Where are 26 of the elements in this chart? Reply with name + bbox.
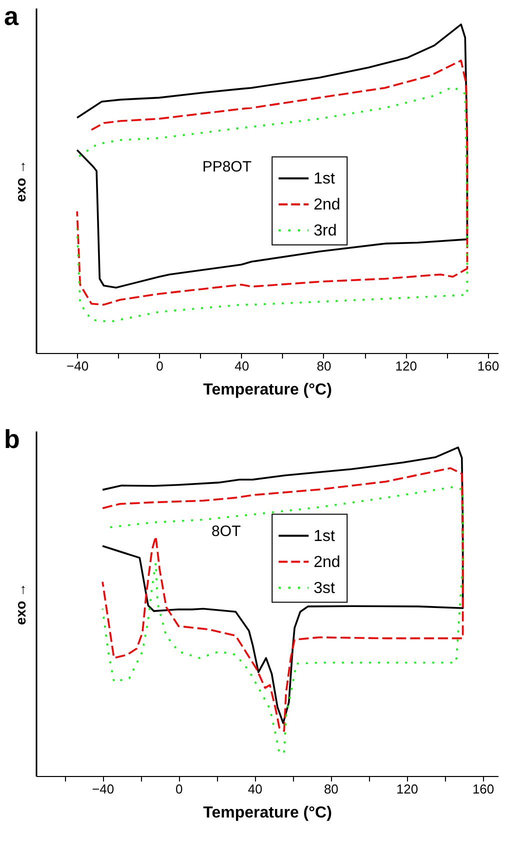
legend-label: 2nd	[314, 196, 340, 214]
x-tick-label: 80	[324, 782, 338, 796]
x-tick-label: 120	[395, 358, 417, 374]
x-tick-label: 160	[472, 782, 494, 796]
legend-label: 1st	[314, 528, 336, 545]
x-tick-label: −40	[66, 358, 89, 374]
x-axis-title: Temperature (°C)	[203, 804, 332, 822]
x-tick-label: 160	[477, 358, 500, 374]
x-tick-label: −40	[92, 782, 114, 796]
legend-label: 2nd	[314, 554, 340, 571]
x-tick-label: 40	[234, 358, 250, 374]
legend-label: 3st	[314, 580, 336, 597]
legend-label: 1st	[314, 170, 336, 188]
x-tick-label: 120	[396, 782, 418, 796]
x-tick-label: 80	[316, 358, 332, 374]
x-axis-title: Temperature (°C)	[203, 382, 332, 398]
legend-label: 3rd	[314, 222, 337, 240]
chart-title: b	[4, 424, 20, 454]
chart-title: a	[4, 1, 19, 31]
annotation: 8OT	[212, 523, 241, 540]
x-tick-label: 0	[175, 782, 183, 796]
x-tick-label: 0	[156, 358, 164, 374]
x-tick-label: 40	[248, 782, 262, 796]
y-axis-title: exo →	[12, 160, 28, 202]
annotation: PP8OT	[202, 158, 252, 176]
y-axis-title: exo →	[12, 582, 28, 626]
